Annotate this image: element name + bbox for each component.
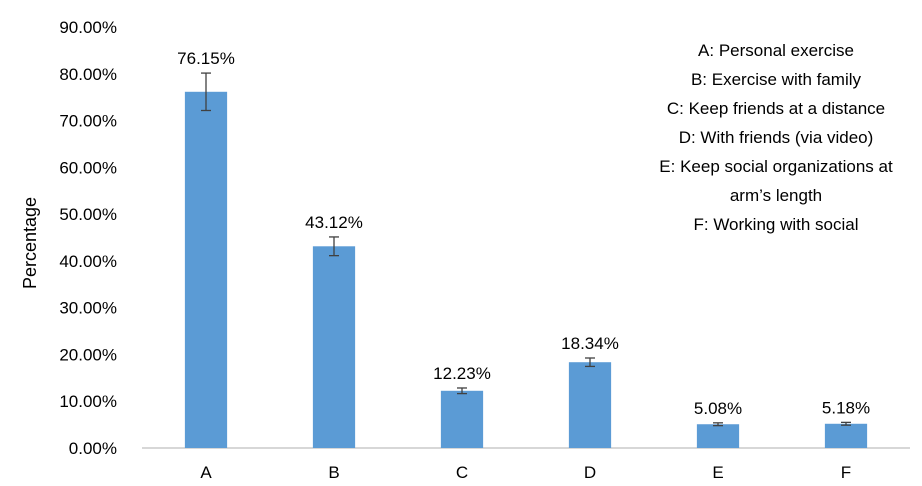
error-bar [585, 357, 595, 368]
value-label: 76.15% [177, 49, 235, 68]
bar [696, 424, 740, 448]
y-axis-label: Percentage [20, 197, 40, 289]
error-bar [841, 421, 851, 426]
value-label: 5.08% [694, 399, 742, 418]
category-key-line: arm’s length [730, 186, 822, 205]
bar [568, 362, 612, 448]
value-labels: 76.15% 43.12% 12.23% 18.34% 5.08% 5.18% [177, 49, 870, 418]
bar [824, 423, 868, 448]
category-key-line: F: Working with social [693, 215, 858, 234]
category-key-line: C: Keep friends at a distance [667, 99, 885, 118]
value-label: 12.23% [433, 364, 491, 383]
bar [184, 91, 228, 448]
category-key-line: D: With friends (via video) [679, 128, 874, 147]
category-key-line: A: Personal exercise [698, 41, 854, 60]
category-key-line: B: Exercise with family [691, 70, 862, 89]
y-tick-label: 80.00% [59, 65, 117, 84]
bars [184, 91, 868, 448]
y-axis-ticks: 0.00% 10.00% 20.00% 30.00% 40.00% 50.00% 60.00… [59, 18, 117, 458]
error-bar [201, 72, 211, 112]
y-tick-label: 70.00% [59, 112, 117, 131]
category-label: A [200, 463, 212, 482]
y-tick-label: 50.00% [59, 205, 117, 224]
y-tick-label: 90.00% [59, 18, 117, 37]
error-bar [457, 387, 467, 395]
value-label: 5.18% [822, 398, 870, 417]
error-bars [201, 72, 851, 427]
value-label: 18.34% [561, 334, 619, 353]
y-tick-label: 0.00% [69, 439, 117, 458]
bar [312, 246, 356, 448]
y-tick-label: 60.00% [59, 158, 117, 177]
category-label: B [328, 463, 339, 482]
category-key-line: E: Keep social organizations at [659, 157, 893, 176]
error-bar [329, 236, 339, 257]
bar [440, 390, 484, 448]
category-key: A: Personal exercise B: Exercise with fam… [659, 41, 893, 234]
error-bar [713, 422, 723, 427]
y-tick-label: 20.00% [59, 345, 117, 364]
category-label: E [712, 463, 723, 482]
y-tick-label: 10.00% [59, 392, 117, 411]
category-label: F [841, 463, 851, 482]
category-label: C [456, 463, 468, 482]
value-label: 43.12% [305, 213, 363, 232]
category-label: D [584, 463, 596, 482]
y-tick-label: 40.00% [59, 252, 117, 271]
y-tick-label: 30.00% [59, 299, 117, 318]
x-axis-categories: A B C D E F [200, 463, 851, 482]
